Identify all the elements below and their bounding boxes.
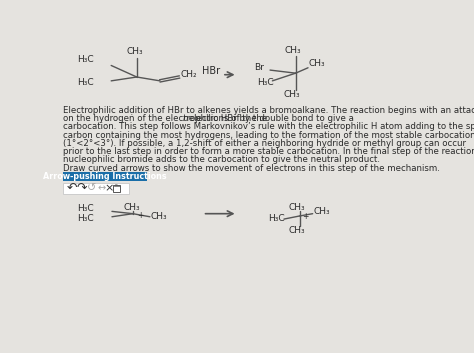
Text: Electrophilic adḍition of HBr to alkenes yields a bromoalkane. The reaction begi: Electrophilic adḍition of HBr to alkenes… [63,106,474,115]
Text: CH₃: CH₃ [309,59,326,68]
Text: Arrow-pushing Instructions: Arrow-pushing Instructions [43,172,167,181]
Text: CH₃: CH₃ [288,203,305,212]
Text: H₃C: H₃C [78,78,94,87]
Text: ↔: ↔ [97,183,105,193]
FancyBboxPatch shape [63,183,129,194]
Text: +: + [137,211,143,220]
Text: ↺: ↺ [87,183,97,193]
Text: CH₂: CH₂ [180,70,197,79]
Text: nucleophilic bromide adds to the carbocation to give the neutral product.: nucleophilic bromide adds to the carboca… [63,155,380,164]
Text: CH₃: CH₃ [127,47,144,56]
Text: CH₃: CH₃ [285,46,301,55]
Text: electrons of the double bond to give a: electrons of the double bond to give a [186,114,354,123]
Text: (1°<2°<3°). If possible, a 1,2-shift of either a neighboring hydride or methyl g: (1°<2°<3°). If possible, a 1,2-shift of … [63,139,466,148]
Text: HBr: HBr [202,66,220,76]
Text: H₃C: H₃C [268,214,285,223]
Text: H₃C: H₃C [78,55,94,64]
Text: on the hydrogen of the electrophilic HBr by the: on the hydrogen of the electrophilic HBr… [63,114,270,123]
Text: ↶: ↶ [66,182,77,195]
Text: ×: × [105,183,114,193]
Text: Draw curved arrows to show the movement of electrons in this step of the mechani: Draw curved arrows to show the movement … [63,164,440,173]
Text: ↷: ↷ [76,182,87,195]
Text: carbon containing the most hydrogens, leading to the formation of the most stabl: carbon containing the most hydrogens, le… [63,131,474,139]
Text: carbocation. This step follows Markovnikov’s rule with the electrophilic H atom : carbocation. This step follows Markovnik… [63,122,474,131]
Text: n: n [183,114,188,123]
Text: H₃C: H₃C [257,78,273,87]
Text: CH₃: CH₃ [283,90,300,99]
FancyBboxPatch shape [63,173,147,181]
Text: CH₃: CH₃ [313,207,330,216]
Text: Br: Br [255,62,264,72]
Text: H₃C: H₃C [78,214,94,223]
Text: CH₃: CH₃ [151,212,167,221]
Text: CH₃: CH₃ [123,203,140,212]
Text: H₃C: H₃C [78,204,94,213]
Text: prior to the last step in order to form a more stable carbocation. In the final : prior to the last step in order to form … [63,147,474,156]
Text: CH₃: CH₃ [288,226,305,235]
Text: +: + [302,212,309,221]
